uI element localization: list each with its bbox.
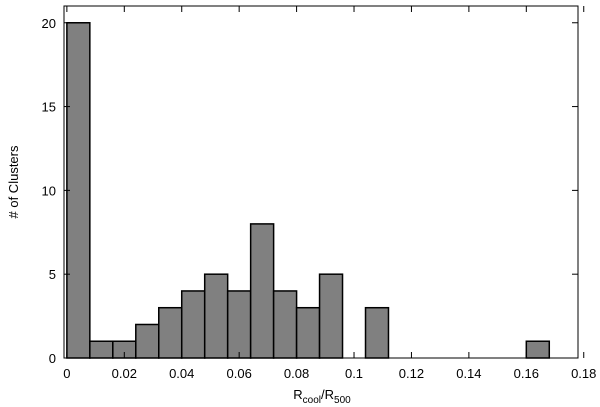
plot-frame — [63, 5, 579, 359]
histogram-bar-7 — [226, 290, 252, 359]
histogram-bar-6 — [203, 273, 229, 359]
histogram-bar-9 — [272, 290, 298, 359]
y-tick-label-1: 5 — [49, 267, 56, 282]
histogram-bar-0 — [66, 22, 91, 359]
tick-labels-layer: 0 0.02 0.04 0.06 0.08 0.1 0.12 0.14 0.16 0.18 0 5 10… — [42, 16, 597, 381]
x-tick-label-5: 0.1 — [345, 366, 363, 381]
y-tick-label-0: 0 — [49, 351, 56, 366]
x-tick-label-8: 0.16 — [514, 366, 539, 381]
x-tick-label-4: 0.08 — [284, 366, 309, 381]
histogram-bar-11 — [318, 273, 344, 359]
x-tick-label-2: 0.04 — [169, 366, 194, 381]
x-axis-title-mid: /R — [321, 387, 334, 402]
histogram-bar-8 — [249, 223, 275, 359]
x-axis-title: Rcool/R500 — [293, 387, 351, 406]
histogram-bar-3 — [135, 323, 160, 359]
histogram-bar-4 — [158, 306, 183, 359]
y-tick-label-3: 15 — [42, 100, 56, 115]
x-axis-title-sub1: cool — [303, 395, 321, 406]
x-tick-label-6: 0.12 — [399, 366, 424, 381]
histogram-bar-10 — [295, 306, 321, 359]
x-tick-label-9: 0.18 — [571, 366, 596, 381]
x-axis-title-sub2: 500 — [334, 395, 351, 406]
histogram-bar-13 — [364, 306, 390, 359]
histogram-bar-1 — [89, 340, 114, 359]
histogram-bar-20 — [525, 340, 551, 359]
y-tick-label-4: 20 — [42, 16, 56, 31]
x-tick-label-0: 0 — [63, 366, 70, 381]
x-tick-label-3: 0.06 — [227, 366, 252, 381]
y-axis-title: # of Clusters — [6, 145, 21, 218]
x-tick-label-7: 0.14 — [456, 366, 481, 381]
x-tick-label-1: 0.02 — [112, 366, 137, 381]
x-axis-title-main: R — [293, 387, 302, 402]
bars-layer — [66, 22, 551, 359]
y-tick-label-2: 10 — [42, 183, 56, 198]
histogram-bar-5 — [180, 290, 206, 359]
ticks-layer — [64, 6, 585, 359]
